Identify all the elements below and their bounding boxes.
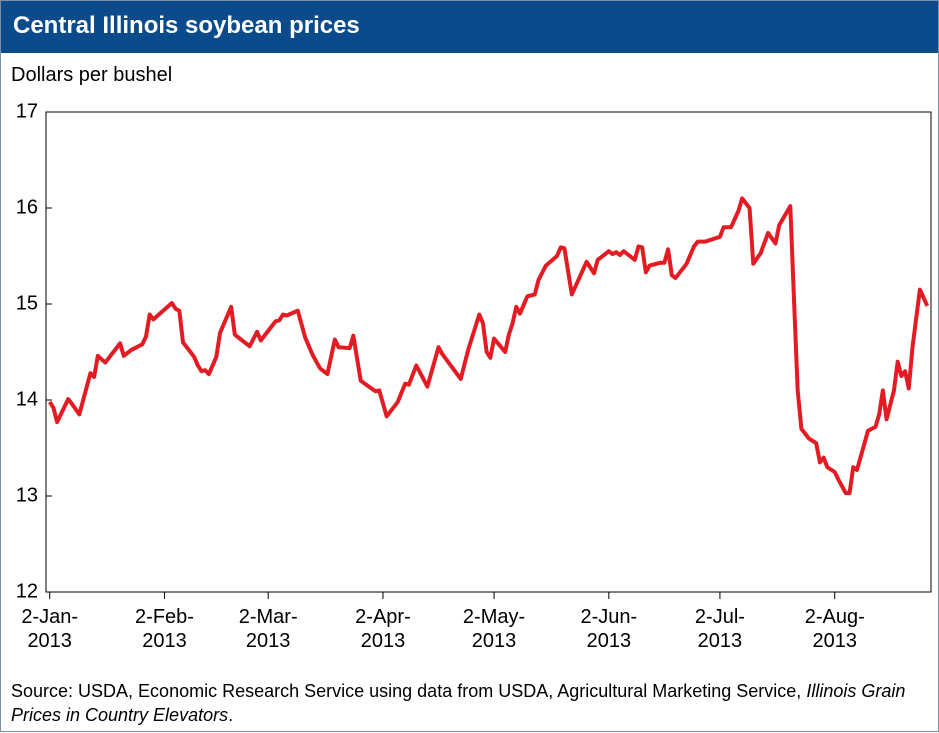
y-tick-label: 17 [16,100,38,122]
header-bar: Central Illinois soybean prices [1,1,938,53]
source-text: Source: USDA, Economic Research Service … [11,681,802,701]
y-tick-label: 15 [16,292,38,314]
y-tick-label: 12 [16,580,38,602]
source-note: Source: USDA, Economic Research Service … [11,679,931,727]
x-tick-label: 2-Apr- 2013 [355,606,411,652]
source-end: . [228,705,234,725]
y-axis-label: Dollars per bushel [11,64,173,86]
x-tick-label: 2-Feb- 2013 [135,606,194,652]
y-tick-label: 14 [16,388,38,410]
chart-title: Central Illinois soybean prices [13,12,360,39]
x-tick-label: 2-Jun- 2013 [580,606,638,652]
x-tick-label: 2-Mar- 2013 [238,606,298,652]
y-tick-label: 13 [16,484,38,506]
source-title: Illinois Grain Prices in Country Elevato… [11,681,906,725]
x-tick-label: 2-Aug- 2013 [804,606,865,652]
plot-frame [45,111,932,593]
y-tick-label: 16 [16,196,38,218]
x-tick-label: 2-Jan- 2013 [21,606,79,652]
x-tick-label: 2-May- 2013 [462,606,526,652]
price-line [48,196,930,496]
x-tick-label: 2-Jul- 2013 [694,606,745,652]
